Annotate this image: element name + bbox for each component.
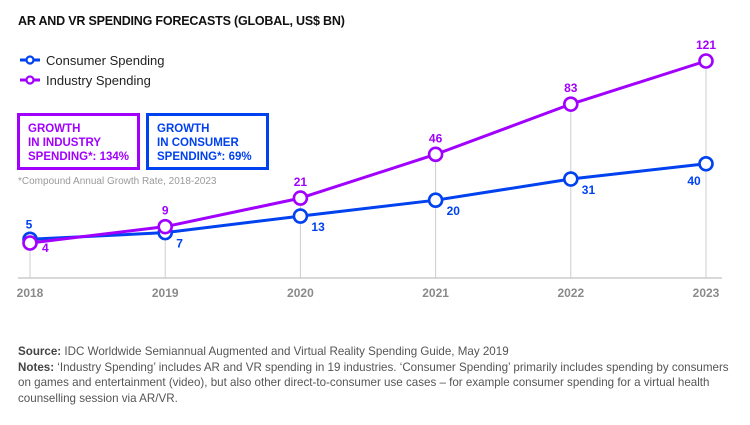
x-tick-label-2022: 2022 [557, 286, 584, 300]
x-tick-label-2021: 2021 [422, 286, 449, 300]
source-label: Source: [18, 345, 62, 358]
consumer-point-2022 [562, 171, 579, 187]
cagr-footnote: *Compound Annual Growth Rate, 2018-2023 [18, 176, 217, 187]
industry-data-label-2023: 121 [696, 38, 716, 52]
consumer-point-2020 [292, 208, 309, 224]
industry-data-label-2019: 9 [162, 204, 169, 218]
industry-point-2021 [427, 146, 444, 163]
industry-series-line [29, 59, 707, 245]
x-tick-label-2023: 2023 [693, 286, 720, 300]
consumer-data-label-2019: 7 [176, 237, 183, 251]
industry-series-icon [20, 75, 40, 85]
x-tick-label-2019: 2019 [152, 286, 179, 300]
industry-point-2018 [22, 235, 38, 251]
notes-block: Source: IDC Worldwide Semiannual Augment… [18, 344, 738, 406]
x-tick-label-2018: 2018 [17, 286, 44, 300]
industry-growth-line-1: GROWTH [28, 123, 81, 135]
legend-item-consumer: Consumer Spending [20, 50, 165, 70]
consumer-data-label-2020: 13 [311, 220, 325, 234]
line-chart: 2018 2019 2020 2021 2022 20235713203140492146… [17, 38, 722, 300]
industry-data-label-2021: 46 [429, 131, 443, 145]
industry-point-2019 [157, 218, 173, 235]
industry-point-2023 [698, 53, 714, 69]
consumer-growth-callout: GROWTH IN CONSUMER SPENDING*: 69% [146, 113, 269, 170]
industry-point-2022 [562, 96, 579, 112]
consumer-growth-line-3: SPENDING*: 69% [157, 151, 252, 163]
consumer-point-2021 [427, 192, 444, 208]
industry-growth-callout: GROWTH IN INDUSTRY SPENDING*: 134% [17, 113, 140, 170]
chart-title: AR AND VR SPENDING FORECASTS (GLOBAL, US… [18, 14, 345, 28]
consumer-growth-line-2: IN CONSUMER [157, 137, 239, 149]
legend-item-industry: Industry Spending [20, 70, 165, 90]
consumer-data-label-2021: 20 [447, 204, 461, 218]
industry-growth-line-2: IN INDUSTRY [28, 137, 102, 149]
industry-growth-line-3: SPENDING*: 134% [28, 151, 129, 163]
source-text: IDC Worldwide Semiannual Augmented and V… [61, 345, 509, 358]
notes-line: Notes: ‘Industry Spending’ includes AR a… [18, 360, 738, 407]
consumer-series-line [29, 162, 707, 241]
industry-data-label-2022: 83 [564, 81, 578, 95]
consumer-point-2023 [698, 155, 714, 172]
x-tick-label-2020: 2020 [287, 286, 314, 300]
notes-label: Notes: [18, 360, 55, 374]
industry-data-label-2018: 4 [42, 241, 49, 255]
industry-data-label-2020: 21 [294, 175, 308, 189]
legend-label-industry: Industry Spending [46, 72, 151, 88]
consumer-data-label-2023: 40 [687, 174, 701, 188]
consumer-data-label-2018: 5 [26, 217, 33, 231]
legend-label-consumer: Consumer Spending [46, 52, 165, 68]
notes-text: ‘Industry Spending’ includes AR and VR s… [18, 360, 729, 405]
industry-point-2020 [292, 190, 309, 206]
source-line: Source: IDC Worldwide Semiannual Augment… [18, 344, 738, 360]
consumer-growth-line-1: GROWTH [157, 123, 210, 135]
consumer-series-icon [20, 55, 40, 65]
legend: Consumer Spending Industry Spending [20, 50, 165, 90]
consumer-data-label-2022: 31 [582, 183, 596, 197]
